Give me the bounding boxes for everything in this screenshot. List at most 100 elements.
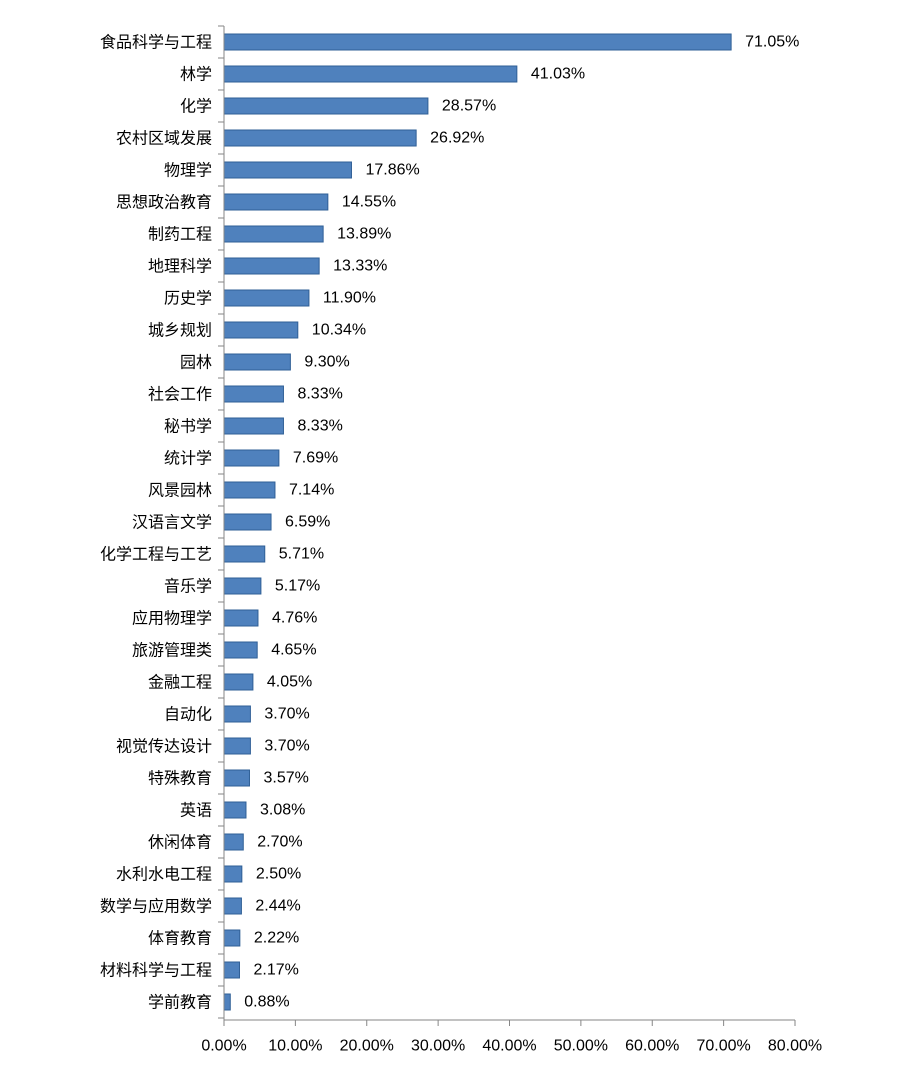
value-label: 8.33% bbox=[297, 418, 342, 435]
value-label: 6.59% bbox=[285, 514, 330, 531]
bar bbox=[223, 577, 262, 595]
x-tick-label: 10.00% bbox=[268, 1038, 322, 1055]
category-label: 风景园林 bbox=[148, 481, 212, 500]
category-label: 应用物理学 bbox=[132, 609, 212, 628]
category-label: 物理学 bbox=[164, 161, 212, 180]
value-label: 14.55% bbox=[342, 194, 396, 211]
category-label: 水利水电工程 bbox=[116, 865, 212, 884]
bar bbox=[223, 865, 243, 883]
bar bbox=[223, 801, 247, 819]
category-label: 金融工程 bbox=[148, 673, 212, 692]
value-label: 4.65% bbox=[271, 642, 316, 659]
value-label: 3.08% bbox=[260, 802, 305, 819]
bar bbox=[223, 705, 251, 723]
bar bbox=[223, 225, 324, 243]
value-label: 2.17% bbox=[253, 962, 298, 979]
category-label: 化学 bbox=[180, 97, 212, 116]
category-label: 视觉传达设计 bbox=[116, 737, 212, 756]
value-label: 13.33% bbox=[333, 258, 387, 275]
value-label: 4.76% bbox=[272, 610, 317, 627]
category-label: 音乐学 bbox=[164, 577, 212, 596]
category-label: 园林 bbox=[180, 353, 212, 372]
x-tick-label: 40.00% bbox=[482, 1038, 536, 1055]
value-label: 8.33% bbox=[297, 386, 342, 403]
category-label: 制药工程 bbox=[148, 225, 212, 244]
value-label: 0.88% bbox=[244, 994, 289, 1011]
bar bbox=[223, 961, 240, 979]
bar bbox=[223, 545, 266, 563]
bar bbox=[223, 737, 251, 755]
bar bbox=[223, 833, 244, 851]
bar bbox=[223, 161, 352, 179]
bar bbox=[223, 929, 241, 947]
category-label: 化学工程与工艺 bbox=[100, 545, 212, 564]
value-label: 5.71% bbox=[279, 546, 324, 563]
bar bbox=[223, 321, 299, 339]
category-label: 历史学 bbox=[164, 289, 212, 308]
x-tick-label: 50.00% bbox=[554, 1038, 608, 1055]
value-label: 13.89% bbox=[337, 226, 391, 243]
bar bbox=[223, 97, 429, 115]
value-label: 10.34% bbox=[312, 322, 366, 339]
value-label: 5.17% bbox=[275, 578, 320, 595]
bar bbox=[223, 257, 320, 275]
value-label: 11.90% bbox=[323, 290, 376, 307]
bar bbox=[223, 449, 280, 467]
bar bbox=[223, 673, 254, 691]
category-label: 食品科学与工程 bbox=[100, 33, 212, 52]
bar bbox=[223, 513, 272, 531]
category-label: 思想政治教育 bbox=[116, 193, 212, 212]
axes-group: 0.00% 10.00% 20.00% 30.00% 40.00% 50.00% 60.00… bbox=[201, 25, 822, 1055]
category-label: 秘书学 bbox=[164, 417, 212, 436]
category-label: 林学 bbox=[180, 65, 212, 84]
category-label: 数学与应用数学 bbox=[100, 897, 212, 916]
category-label: 自动化 bbox=[164, 705, 212, 724]
bar bbox=[223, 769, 250, 787]
value-label: 17.86% bbox=[365, 162, 419, 179]
category-labels-group: 食品科学与工程林学化学农村区域发展物理学思想政治教育制药工程地理科学历史学城乡规… bbox=[100, 33, 212, 1012]
category-label: 社会工作 bbox=[148, 385, 212, 404]
value-labels-group: 71.05% 41.03% 28.57% 26.92% 17.86% 14.55% 13.8… bbox=[244, 34, 799, 1011]
value-label: 7.69% bbox=[293, 450, 338, 467]
x-tick-label: 70.00% bbox=[696, 1038, 750, 1055]
bar bbox=[223, 609, 259, 627]
category-label: 英语 bbox=[180, 801, 212, 820]
bar bbox=[223, 129, 417, 147]
bar bbox=[223, 65, 518, 83]
value-label: 26.92% bbox=[430, 130, 484, 147]
value-label: 71.05% bbox=[745, 34, 799, 51]
x-tick-label: 20.00% bbox=[340, 1038, 394, 1055]
x-tick-label: 0.00% bbox=[201, 1038, 246, 1055]
bar bbox=[223, 417, 284, 435]
value-label: 9.30% bbox=[304, 354, 349, 371]
x-tick-label: 30.00% bbox=[411, 1038, 465, 1055]
bar bbox=[223, 33, 732, 51]
bar bbox=[223, 385, 284, 403]
bar bbox=[223, 641, 258, 659]
category-label: 农村区域发展 bbox=[116, 129, 212, 148]
value-label: 2.50% bbox=[256, 866, 301, 883]
bar bbox=[223, 481, 276, 499]
value-label: 4.05% bbox=[267, 674, 312, 691]
category-label: 城乡规划 bbox=[148, 321, 212, 340]
bar bbox=[223, 353, 291, 371]
category-label: 学前教育 bbox=[148, 993, 212, 1012]
bar bbox=[223, 193, 329, 211]
value-label: 7.14% bbox=[289, 482, 334, 499]
category-label: 汉语言文学 bbox=[132, 513, 212, 532]
category-label: 统计学 bbox=[164, 449, 212, 468]
value-label: 2.44% bbox=[255, 898, 300, 915]
value-label: 3.57% bbox=[263, 770, 308, 787]
category-label: 旅游管理类 bbox=[132, 641, 212, 660]
bar bbox=[223, 993, 231, 1011]
category-label: 特殊教育 bbox=[148, 769, 212, 788]
category-label: 休闲体育 bbox=[148, 833, 212, 852]
value-label: 2.70% bbox=[257, 834, 302, 851]
category-label: 体育教育 bbox=[148, 929, 212, 948]
bar bbox=[223, 897, 242, 915]
value-label: 3.70% bbox=[264, 738, 309, 755]
category-label: 地理科学 bbox=[148, 257, 212, 276]
x-tick-label: 80.00% bbox=[768, 1038, 822, 1055]
bar bbox=[223, 289, 310, 307]
